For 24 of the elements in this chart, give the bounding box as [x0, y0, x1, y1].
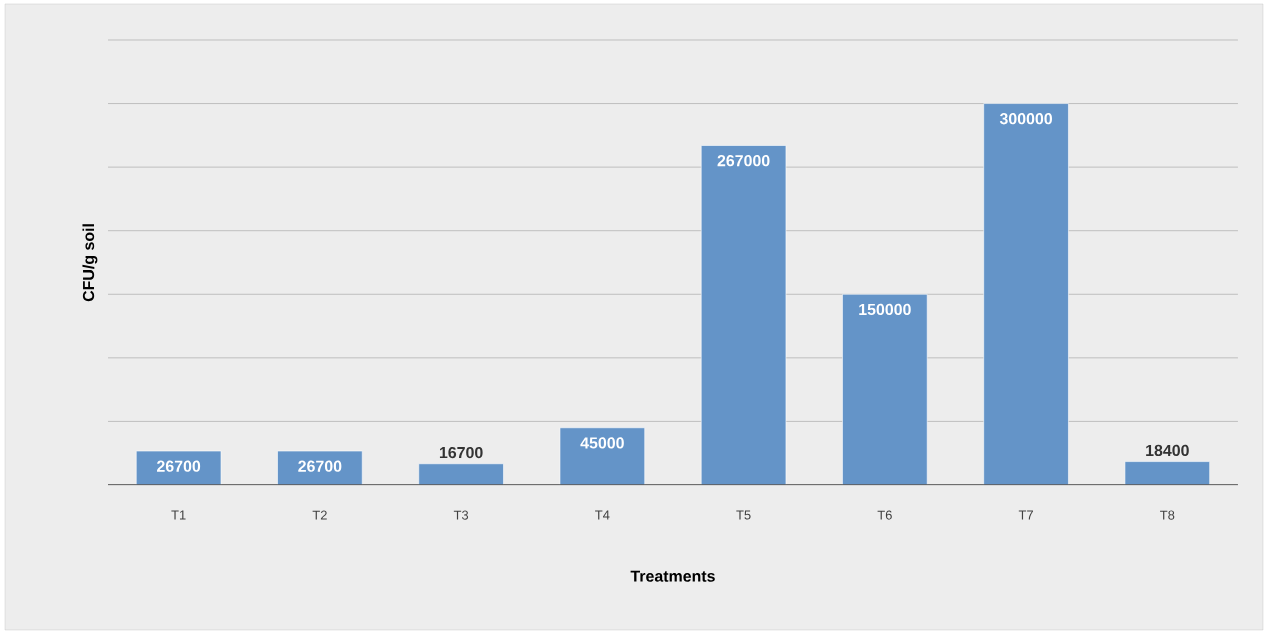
x-tick-label: T5: [736, 510, 751, 520]
x-tick-label: T1: [171, 510, 186, 520]
bar: [842, 294, 928, 485]
data-label: 45000: [580, 437, 624, 449]
data-label: 16700: [439, 446, 483, 459]
x-tick-label: T8: [1160, 510, 1175, 520]
x-tick-label: T2: [312, 510, 327, 520]
x-tick-label: T4: [595, 510, 610, 520]
x-tick-label: T7: [1018, 510, 1033, 520]
bar: [1124, 461, 1210, 485]
data-label: 26700: [157, 460, 201, 472]
data-label: 267000: [717, 155, 770, 167]
bar: [700, 145, 787, 485]
data-label: 18400: [1146, 444, 1189, 457]
bar: [983, 103, 1069, 485]
y-axis-title: CFU/g soil: [82, 224, 98, 302]
data-label: 300000: [999, 113, 1052, 125]
data-label: 26700: [298, 460, 342, 472]
x-axis-title: Treatments: [630, 570, 715, 582]
x-tick-label: T3: [453, 510, 469, 520]
bar: [418, 463, 504, 485]
bar: [559, 427, 646, 485]
data-label: 150000: [859, 303, 911, 316]
x-tick-label: T6: [877, 510, 892, 520]
